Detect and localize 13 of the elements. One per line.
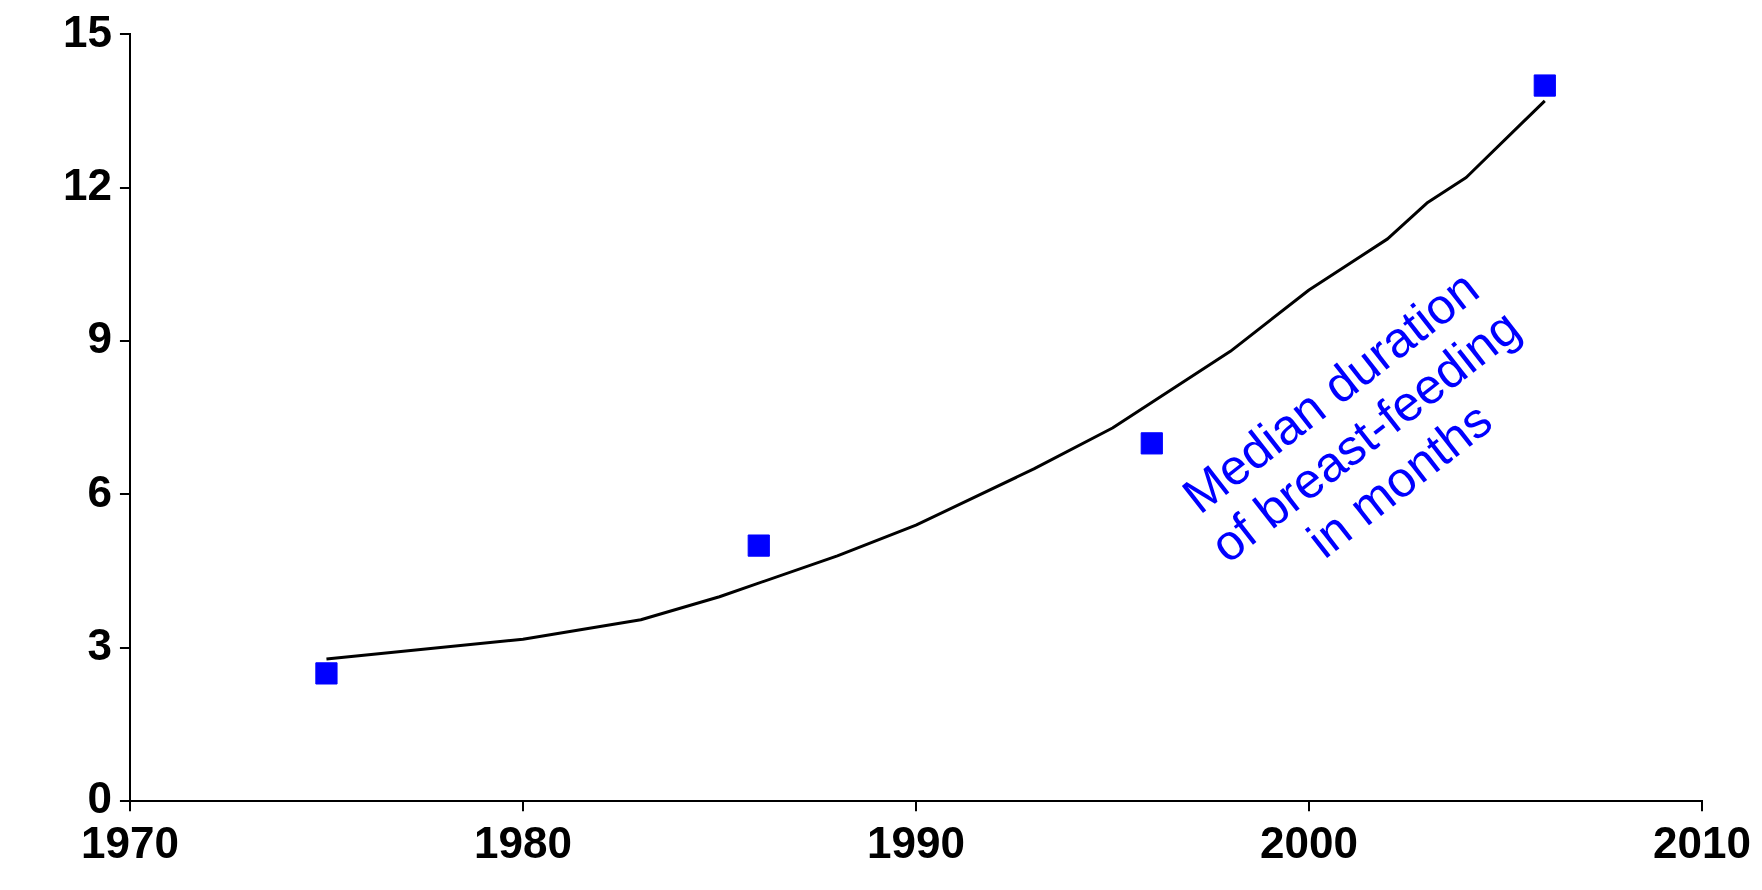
x-tick-label: 2000: [1260, 817, 1358, 867]
x-tick-label: 2010: [1653, 817, 1751, 867]
x-tick-label: 1980: [474, 817, 572, 867]
x-tick-label: 1990: [867, 817, 965, 867]
point: [747, 534, 770, 557]
y-tick-label: 6: [87, 466, 112, 516]
y-tick-label: 3: [87, 619, 112, 669]
y-tick-label: 12: [62, 159, 112, 209]
point: [1140, 432, 1163, 455]
point: [315, 662, 338, 685]
y-tick-label: 15: [62, 6, 112, 56]
point: [1533, 74, 1556, 97]
y-tick-label: 9: [87, 313, 112, 363]
